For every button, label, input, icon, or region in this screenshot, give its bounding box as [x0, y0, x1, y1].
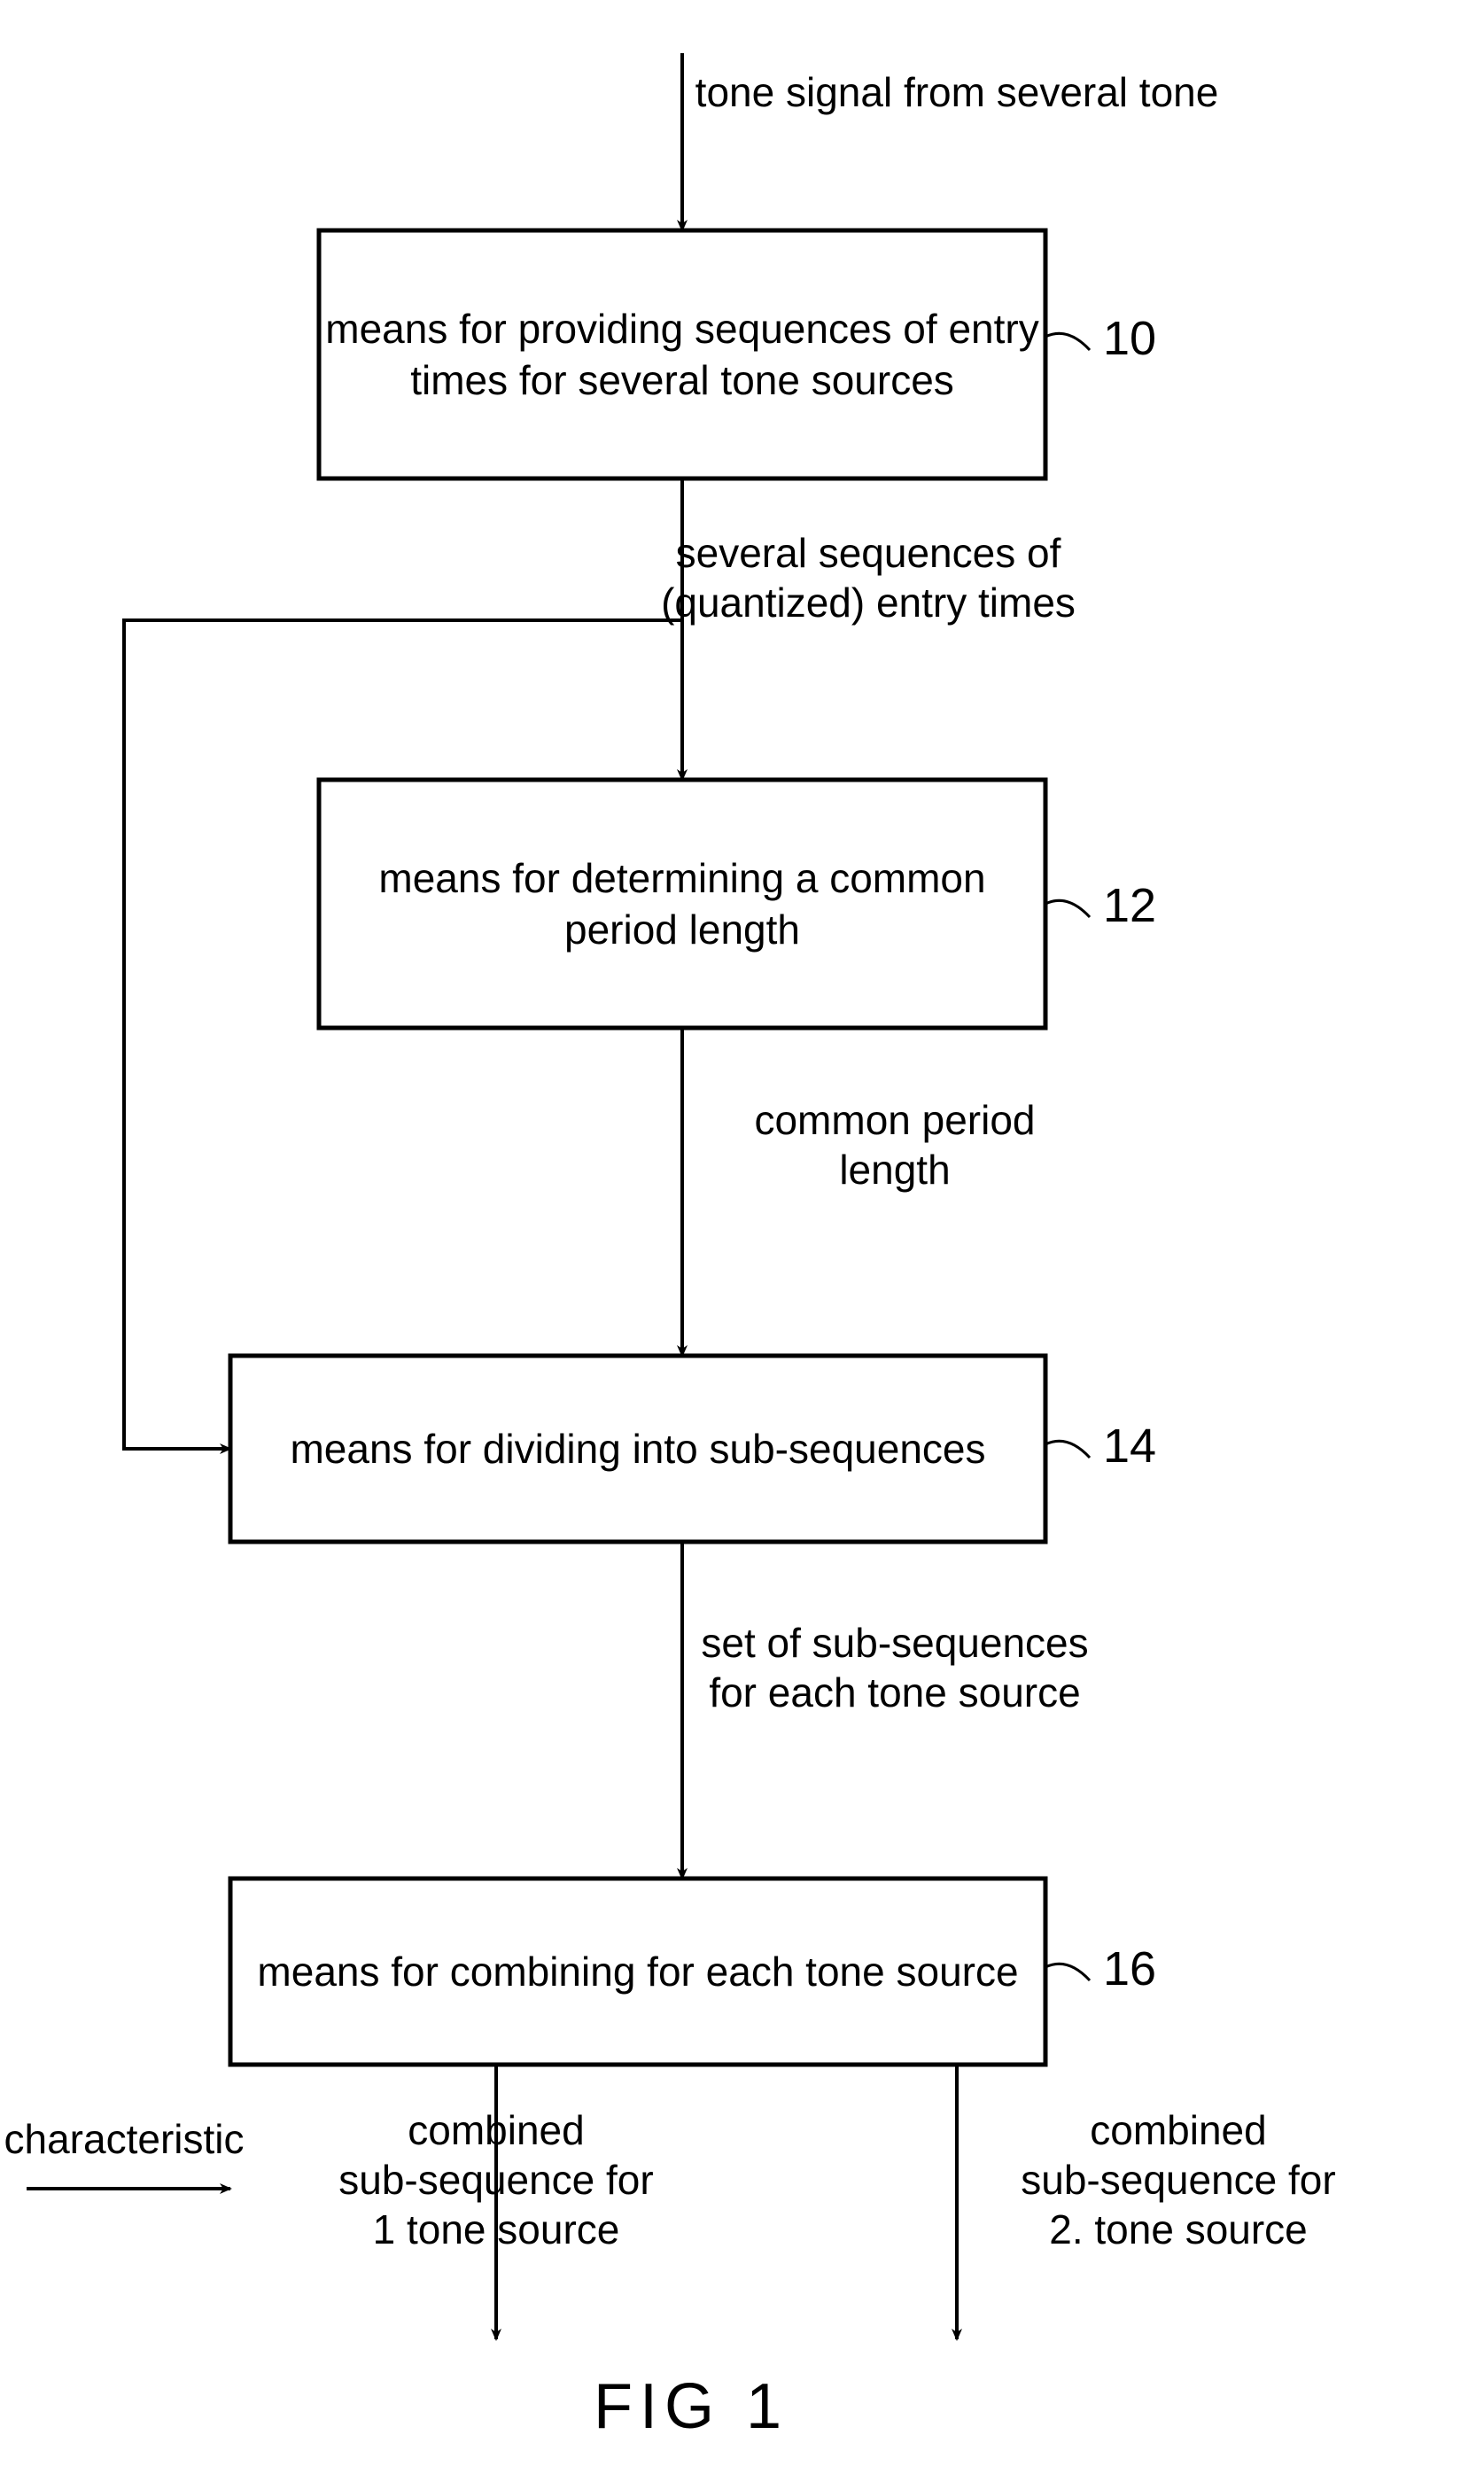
label-text-l3-l1: for each tone source: [709, 1669, 1080, 1715]
node-n10: means for providing sequences of entry ti…: [319, 230, 1156, 478]
node-text-n12-l1: period length: [564, 906, 800, 953]
node-n12: means for determining a common period len…: [319, 780, 1156, 1028]
label-text-l3-l0: set of sub-sequences: [701, 1620, 1088, 1666]
label-l_out2: combinedsub-sequence for2. tone source: [1021, 2107, 1335, 2252]
label-text-l_out2-l1: sub-sequence for: [1021, 2157, 1335, 2203]
ref-number-n14: 14: [1103, 1420, 1156, 1473]
label-l_out1: combinedsub-sequence for1 tone source: [338, 2107, 653, 2252]
node-text-n10-l0: means for providing sequences of entry: [325, 306, 1038, 352]
node-box-n12: [319, 780, 1045, 1028]
node-text-n14-l0: means for dividing into sub-sequences: [290, 1426, 985, 1472]
label-text-l_out1-l0: combined: [408, 2107, 584, 2153]
ref-tick-n12: [1045, 900, 1090, 917]
label-l3: set of sub-sequencesfor each tone source: [701, 1620, 1088, 1715]
label-text-l1-l0: several sequences of: [676, 530, 1061, 576]
nodes-layer: means for providing sequences of entry ti…: [230, 230, 1156, 2065]
flowchart-canvas: means for providing sequences of entry ti…: [0, 0, 1484, 2466]
node-n14: means for dividing into sub-sequences 14: [230, 1356, 1156, 1542]
node-text-n10-l1: times for several tone sources: [410, 357, 954, 403]
label-text-l2-l1: length: [839, 1147, 950, 1193]
label-l1: several sequences of(quantized) entry ti…: [661, 530, 1076, 626]
figure-caption: FIG 1: [594, 2371, 789, 2442]
bypass-edge: [124, 620, 682, 1449]
label-text-l_char-l0: characteristic: [4, 2116, 245, 2162]
ref-tick-n16: [1045, 1964, 1090, 1980]
label-text-l2-l0: common period: [754, 1097, 1035, 1143]
label-text-l_out2-l0: combined: [1090, 2107, 1266, 2153]
input-label: tone signal from several tone: [695, 69, 1219, 115]
ref-number-n10: 10: [1103, 312, 1156, 365]
ref-tick-n10: [1045, 333, 1090, 350]
node-box-n10: [319, 230, 1045, 478]
node-n16: means for combining for each tone source…: [230, 1879, 1156, 2065]
node-text-n12-l0: means for determining a common: [378, 855, 985, 901]
label-text-l_out1-l2: 1 tone source: [373, 2206, 620, 2252]
label-text-l1-l1: (quantized) entry times: [661, 580, 1076, 626]
label-l2: common periodlength: [754, 1097, 1035, 1193]
ref-tick-n14: [1045, 1441, 1090, 1458]
label-text-l_out2-l2: 2. tone source: [1049, 2206, 1308, 2252]
label-text-l_out1-l1: sub-sequence for: [338, 2157, 653, 2203]
ref-number-n12: 12: [1103, 879, 1156, 932]
bypass-edge: [124, 620, 682, 1449]
node-text-n16-l0: means for combining for each tone source: [257, 1949, 1018, 1995]
label-l_char: characteristic: [4, 2116, 245, 2162]
ref-number-n16: 16: [1103, 1942, 1156, 1995]
